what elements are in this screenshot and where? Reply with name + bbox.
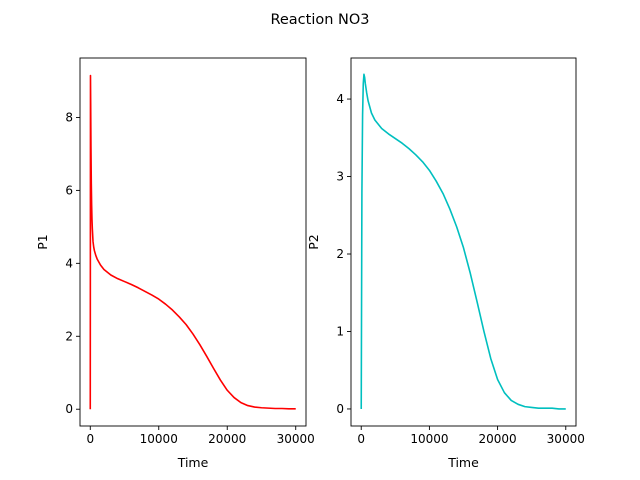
y-tick-label: 8 [65,110,73,124]
x-tick-label: 10000 [410,432,448,446]
series-line-0 [360,73,566,410]
axes-frame [79,57,307,427]
series-line-0 [89,74,296,410]
x-axis-label: Time [177,455,209,470]
y-axis-label: P1 [35,234,50,250]
y-tick-label: 2 [65,329,73,343]
y-tick-label: 1 [336,324,344,338]
x-tick-label: 10000 [140,432,178,446]
y-axis-label: P2 [306,234,321,250]
x-tick-label: 0 [357,432,365,446]
x-axis-label: Time [447,455,479,470]
figure-title: Reaction NO3 [270,12,369,28]
y-tick-label: 6 [65,183,73,197]
x-tick-label: 20000 [478,432,516,446]
axes-frame [350,57,577,427]
x-tick-label: 20000 [208,432,246,446]
subplot-p2: 0 10000 20000 30000 0 1 2 3 4 Time P2 [306,57,585,470]
y-tick-label: 0 [336,402,344,416]
x-tick-label: 30000 [277,432,315,446]
y-tick-label: 3 [336,170,344,184]
y-tick-label: 0 [65,402,73,416]
y-tick-label: 4 [65,256,73,270]
y-tick-label: 4 [336,92,344,106]
subplot-p1: 0 10000 20000 30000 0 2 4 6 8 Time P1 [35,57,315,470]
x-tick-label: 30000 [547,432,585,446]
x-tick-label: 0 [86,432,94,446]
y-tick-label: 2 [336,247,344,261]
